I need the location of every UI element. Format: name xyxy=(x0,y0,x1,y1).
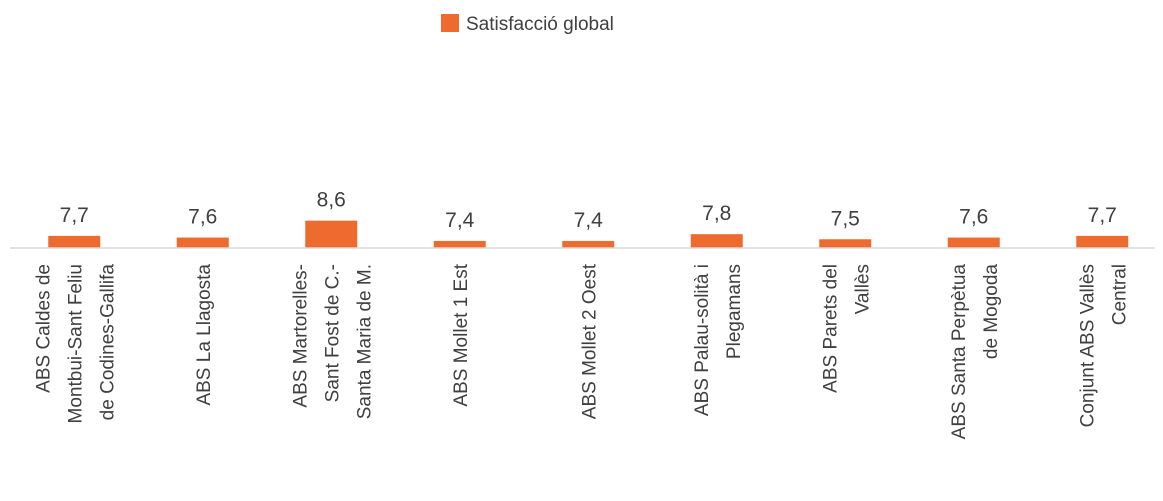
data-label: 7,7 xyxy=(1088,204,1117,227)
category-label-line: Vallès xyxy=(852,264,873,314)
category-label-line: ABS Palau-solità i xyxy=(692,264,713,416)
data-label: 7,6 xyxy=(188,206,217,229)
category-label: ABS Santa Perpètua de Mogoda xyxy=(949,264,1002,440)
data-label: 8,6 xyxy=(317,189,346,212)
bar xyxy=(562,240,615,248)
category-label: ABS Mollet 2 Oest xyxy=(579,263,600,419)
data-label: 7,5 xyxy=(831,207,860,230)
category-label-line: ABS La Llagosta xyxy=(194,264,215,406)
data-label: 7,8 xyxy=(702,202,731,225)
category-label: ABS Parets del Vallès xyxy=(820,264,873,393)
category-label-line: ABS Caldes de xyxy=(33,264,54,393)
data-label: 7,4 xyxy=(574,209,604,232)
bar xyxy=(305,220,358,248)
bar xyxy=(1076,235,1129,248)
bar xyxy=(819,239,872,248)
bar xyxy=(690,234,743,248)
data-label: 7,4 xyxy=(445,209,475,232)
legend-swatch xyxy=(441,14,459,32)
bar xyxy=(433,240,486,248)
category-label-line: ABS Santa Perpètua xyxy=(949,264,970,440)
bar xyxy=(947,237,1000,248)
category-label-line: Central xyxy=(1109,264,1130,325)
category-label-line: Santa Maria de M. xyxy=(354,264,375,419)
category-label-line: Montbui-Sant Feliu xyxy=(65,264,86,423)
category-label-line: de Codines-Gallifa xyxy=(97,264,118,421)
category-label-line: Plegamans xyxy=(724,264,745,359)
category-label-line: Conjunt ABS Vallès xyxy=(1077,264,1098,427)
category-label-line: ABS Parets del xyxy=(820,264,841,393)
category-label-line: de Mogoda xyxy=(981,264,1002,360)
data-label: 7,7 xyxy=(60,204,89,227)
bars xyxy=(48,220,1129,248)
category-label-line: Sant Fost de C.- xyxy=(322,264,343,402)
category-label: ABS Martorelles- Sant Fost de C.- Santa Ma… xyxy=(290,264,375,419)
data-label: 7,6 xyxy=(959,206,988,229)
data-labels: 7,7 7,6 8,6 7,4 7,4 7,8 7,5 7,6 7,7 xyxy=(60,189,1117,232)
category-label: ABS Mollet 1 Est xyxy=(451,263,472,406)
category-label: ABS Palau-solità i Plegamans xyxy=(692,264,745,416)
category-label-line: ABS Martorelles- xyxy=(290,264,311,408)
category-label: ABS La Llagosta xyxy=(194,264,215,406)
category-label-line: ABS Mollet 2 Oest xyxy=(579,263,600,419)
bar xyxy=(176,237,229,248)
legend-label: Satisfacció global xyxy=(466,14,614,35)
category-label: Conjunt ABS Vallès Central xyxy=(1077,264,1130,427)
category-label-line: ABS Mollet 1 Est xyxy=(451,263,472,406)
bar xyxy=(48,235,101,248)
category-label: ABS Caldes de Montbui-Sant Feliu de Codine… xyxy=(33,264,118,424)
category-labels: ABS Caldes de Montbui-Sant Feliu de Codine… xyxy=(33,263,1130,439)
legend: Satisfacció global xyxy=(441,14,614,35)
